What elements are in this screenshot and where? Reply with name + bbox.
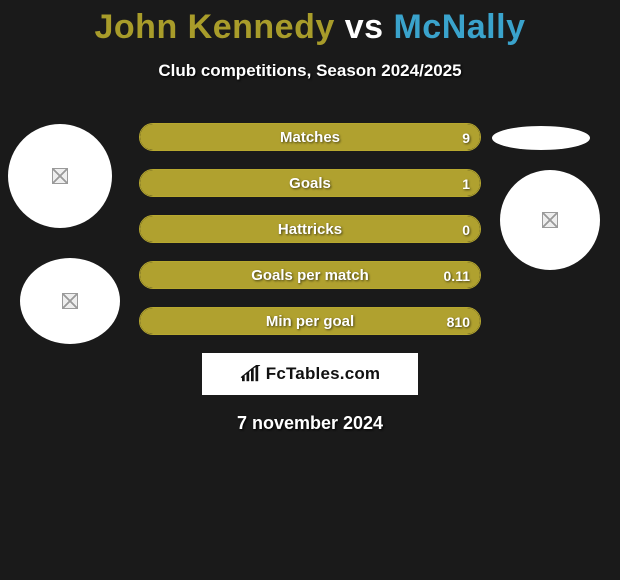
stat-value: 0: [462, 216, 470, 243]
stat-value: 1: [462, 170, 470, 197]
comparison-title: John Kennedy vs McNally: [0, 0, 620, 47]
stat-row-matches: Matches 9: [139, 123, 481, 151]
avatar-top-right: [492, 126, 590, 150]
stat-row-hattricks: Hattricks 0: [139, 215, 481, 243]
subtitle: Club competitions, Season 2024/2025: [0, 61, 620, 81]
stat-label: Hattricks: [140, 216, 480, 243]
vs-label: vs: [345, 8, 384, 46]
avatar-bottom-left: [20, 258, 120, 344]
brand-badge: FcTables.com: [202, 353, 418, 395]
stat-label: Goals: [140, 170, 480, 197]
brand-chart-icon: [240, 365, 262, 383]
broken-image-icon: [62, 293, 78, 309]
brand-text: FcTables.com: [266, 364, 381, 384]
stat-row-gpm: Goals per match 0.11: [139, 261, 481, 289]
avatar-top-left: [8, 124, 112, 228]
broken-image-icon: [52, 168, 68, 184]
stat-value: 0.11: [444, 262, 470, 289]
stat-row-goals: Goals 1: [139, 169, 481, 197]
stat-row-mpg: Min per goal 810: [139, 307, 481, 335]
avatar-bottom-right: [500, 170, 600, 270]
player2-name: McNally: [393, 8, 525, 46]
broken-image-icon: [542, 212, 558, 228]
stat-label: Matches: [140, 124, 480, 151]
date-label: 7 november 2024: [0, 413, 620, 434]
stat-label: Min per goal: [140, 308, 480, 335]
stat-value: 810: [447, 308, 470, 335]
stat-value: 9: [462, 124, 470, 151]
player1-name: John Kennedy: [95, 8, 335, 46]
stat-label: Goals per match: [140, 262, 480, 289]
stats-container: Matches 9 Goals 1 Hattricks 0 Goals per …: [139, 123, 481, 335]
